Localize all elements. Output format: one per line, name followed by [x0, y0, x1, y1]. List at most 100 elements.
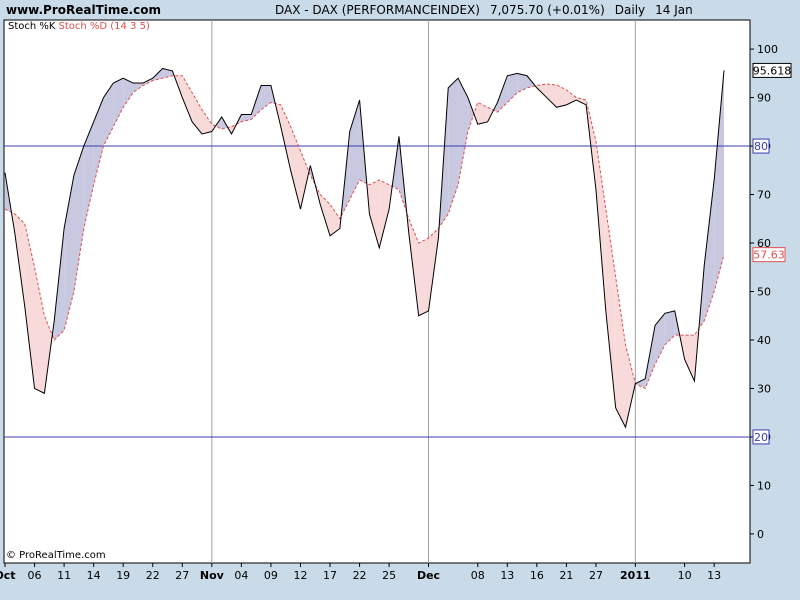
fill-segment	[54, 228, 65, 340]
last-value-badges: 80 20 95.618 57.63	[752, 62, 792, 445]
y-tick-label: 40	[757, 334, 771, 347]
chart-header: DAX - DAX (PERFORMANCEINDEX) 7,075.70 (+0…	[275, 3, 703, 17]
fill-segment	[477, 102, 488, 125]
x-tick-label: 17	[323, 569, 337, 582]
x-tick-label: 13	[707, 569, 721, 582]
fill-segment	[615, 276, 626, 428]
fill-segment	[182, 75, 193, 122]
fill-segment	[290, 126, 301, 210]
x-tick-label: 16	[530, 569, 544, 582]
copyright: © ProRealTime.com	[6, 550, 106, 561]
fill-segment	[714, 70, 724, 292]
fill-segment	[103, 83, 114, 147]
x-tick-label: 2011	[620, 569, 651, 582]
x-tick-label: 25	[382, 569, 396, 582]
site-name[interactable]: www.ProRealTime.com	[6, 3, 161, 17]
y-tick-label: 10	[757, 479, 771, 492]
fill-segment	[24, 223, 35, 389]
fill-segment	[34, 267, 45, 394]
fill-segment	[44, 315, 53, 394]
x-tick-label: 11	[57, 569, 71, 582]
fill-segment	[605, 209, 616, 408]
fill-segment	[536, 83, 547, 98]
y-tick-label: 100	[757, 43, 778, 56]
fill-segment	[241, 114, 252, 122]
fill-segment	[93, 97, 104, 185]
level-badge-box	[752, 138, 770, 154]
fill-segment	[625, 344, 636, 428]
date-label: 14 Jan	[655, 3, 693, 17]
fill-segment	[300, 150, 309, 210]
fill-segment	[684, 335, 695, 382]
fill-segment	[379, 179, 390, 248]
level-lines	[4, 145, 750, 438]
x-tick-label: 27	[175, 569, 189, 582]
x-tick-label: 22	[146, 569, 160, 582]
fill-segment	[418, 238, 429, 316]
x-tick-label: Nov	[200, 569, 225, 582]
y-axis: 0 10 20 30 40 50 60 70 80 90 100	[750, 43, 778, 541]
plot-area	[3, 19, 751, 564]
fill-segment	[113, 78, 124, 127]
x-tick-label: 27	[589, 569, 603, 582]
x-tick-label: 10	[678, 569, 692, 582]
level-badge-box	[752, 429, 770, 445]
fill-segment	[123, 78, 134, 108]
period-label: Daily	[614, 3, 646, 17]
fill-segment	[201, 109, 212, 134]
level-badge-20: 20	[754, 431, 768, 444]
fill-segment	[142, 78, 153, 86]
level-badge-80: 80	[754, 140, 768, 153]
k-last-value: 95.618	[753, 64, 792, 77]
y-tick-label: 0	[757, 528, 764, 541]
fill-segment	[517, 73, 528, 93]
series-line-stoch-k	[4, 67, 725, 429]
fill-segment	[83, 121, 94, 229]
fill-segment	[369, 179, 380, 248]
fill-segment	[595, 141, 606, 311]
k-badge-box	[752, 62, 792, 78]
x-tick-label: Dec	[417, 569, 440, 582]
y-tick-label: 50	[757, 286, 771, 299]
x-tick-label: Oct	[0, 569, 16, 582]
x-tick-label: 14	[87, 569, 101, 582]
fill-segment	[635, 378, 646, 389]
y-tick-label: 90	[757, 92, 771, 105]
fill-segment	[14, 213, 25, 307]
legend: Stoch %K Stoch %D (14 3 5)	[8, 21, 150, 32]
fill-segment	[64, 175, 74, 331]
series-line-stoch-d	[4, 75, 725, 390]
fill-segment	[320, 194, 331, 236]
fill-segment	[458, 78, 468, 185]
fill-segment	[655, 313, 665, 365]
fill-segment	[162, 68, 173, 79]
x-tick-label: 08	[471, 569, 485, 582]
x-tick-label: 22	[353, 569, 367, 582]
x-tick-label: 12	[293, 569, 307, 582]
d-badge-box	[752, 247, 786, 263]
x-tick-label: 19	[116, 569, 130, 582]
fill-segment	[497, 75, 508, 113]
y-tick-label: 30	[757, 382, 771, 395]
x-tick-label: 04	[234, 569, 248, 582]
x-tick-label: 06	[28, 569, 42, 582]
fill-segment	[546, 83, 557, 108]
fill-segment	[467, 97, 474, 132]
d-last-value: 57.63	[753, 249, 785, 262]
y-tick-label: 60	[757, 237, 771, 250]
series-lines	[4, 67, 725, 429]
instrument-name: DAX - DAX (PERFORMANCEINDEX)	[275, 3, 480, 17]
y-tick-label: 70	[757, 189, 771, 202]
x-tick-label: 09	[264, 569, 278, 582]
x-axis: Oct 06 11 14 19 22 27 Nov 04 09 12 17 22 25 Dec 08 13 16 2…	[0, 563, 721, 582]
fill-segment	[556, 84, 567, 108]
x-tick-label: 21	[559, 569, 573, 582]
fill-segment	[73, 146, 84, 292]
top-bar: www.ProRealTime.com DAX - DAX (PERFORMAN…	[0, 0, 800, 20]
legend-d: Stoch %D (14 3 5)	[58, 21, 150, 32]
fill-segment	[192, 92, 202, 134]
fill-segment	[261, 85, 271, 110]
legend-k: Stoch %K	[8, 21, 56, 32]
fill-segment	[664, 310, 675, 345]
